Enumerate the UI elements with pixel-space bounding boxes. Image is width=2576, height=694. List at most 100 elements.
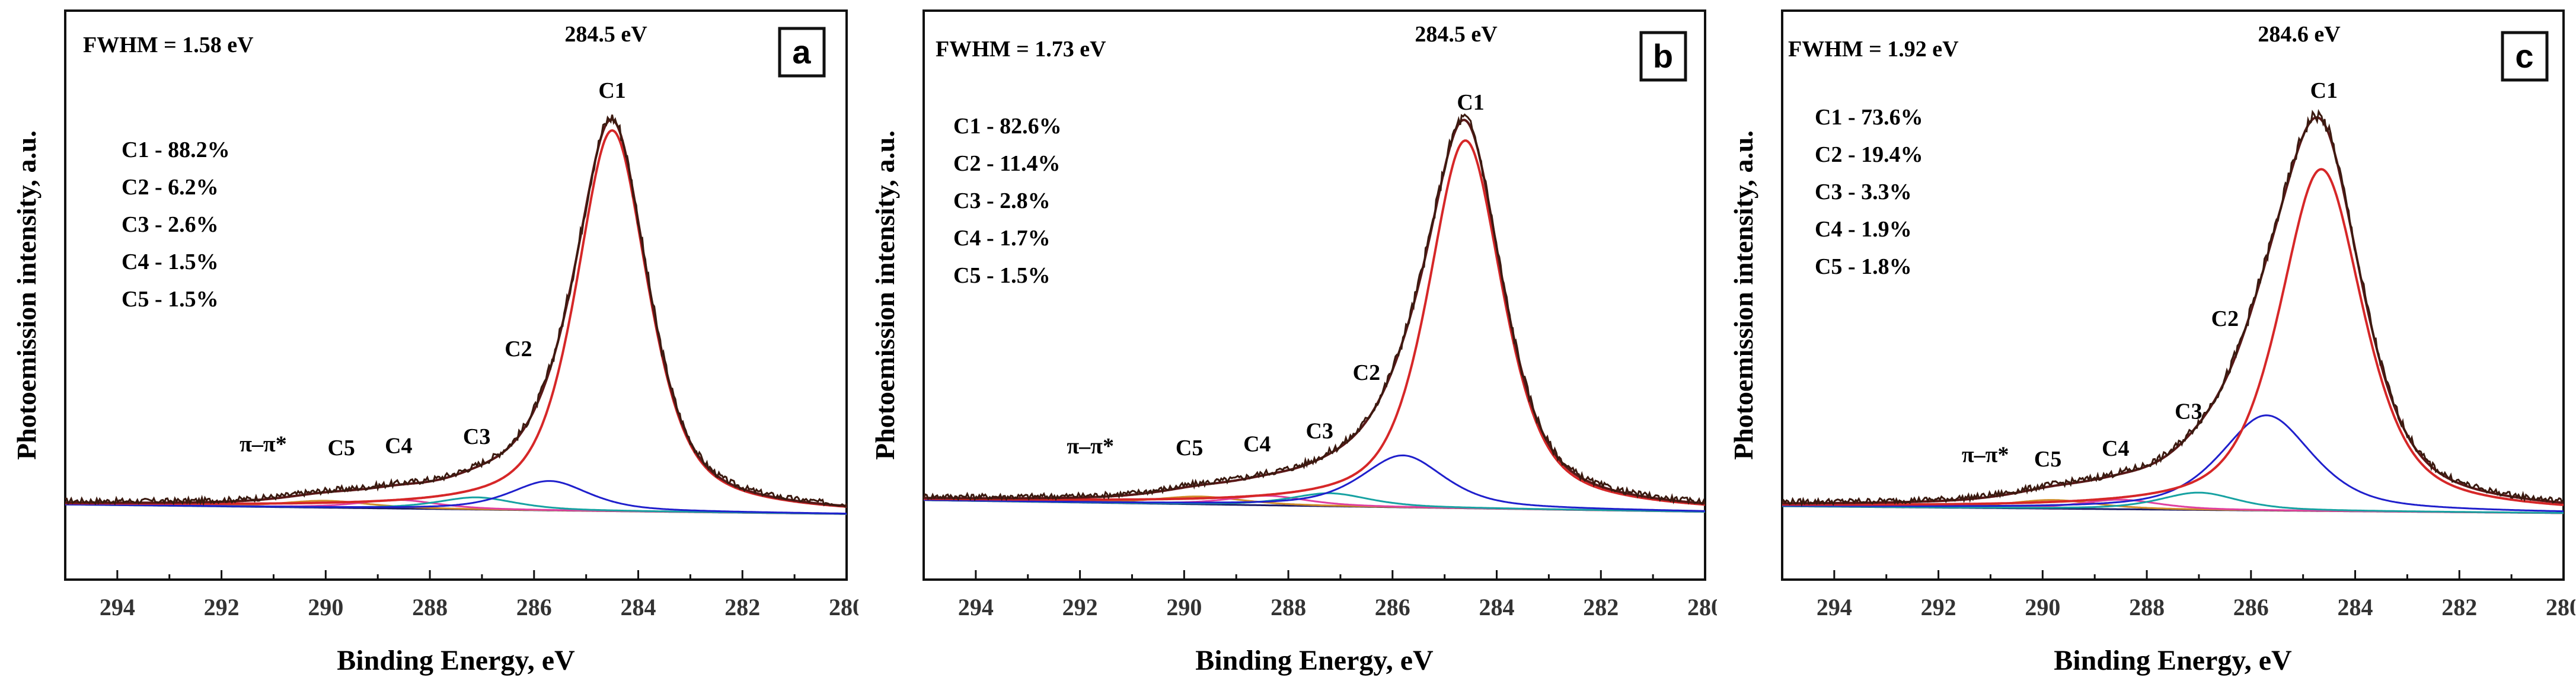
component-line-c2: [924, 454, 1706, 512]
x-tick-label: 284: [1479, 594, 1515, 621]
peak-labels: C1 C2 C3 C4 C5 π–π*: [1067, 90, 1484, 460]
peak-energy-label: 284.5 eV: [1415, 22, 1498, 47]
peak-energy-label: 284.5 eV: [564, 22, 647, 47]
component-curves: [1782, 168, 2564, 514]
composition-line: C1 - 73.6%: [1815, 105, 1923, 130]
peak-label-c1: C1: [1457, 90, 1484, 115]
peak-label-c2: C2: [505, 337, 532, 362]
fwhm-label: FWHM = 1.73 eV: [936, 37, 1106, 62]
peak-label-c2: C2: [1353, 360, 1380, 385]
chart-c-svg: 294 292 290 288 286 284 282 280 Binding …: [1728, 9, 2575, 676]
experimental-line: [922, 113, 1706, 506]
x-ticks: [975, 570, 1706, 580]
peak-labels: C1 C2 C3 C4 C5 π–π*: [1962, 78, 2338, 472]
peak-label-c5: C5: [1176, 436, 1203, 460]
plot-frame: [1781, 9, 2565, 581]
composition-line: C3 - 2.8%: [953, 188, 1051, 213]
peak-label-pi: π–π*: [1067, 434, 1114, 459]
x-tick-label: 292: [1062, 594, 1098, 621]
composition-line: C1 - 82.6%: [953, 114, 1062, 139]
experimental-line: [1781, 108, 2564, 507]
x-tick-label: 282: [1583, 594, 1619, 621]
component-line-c1: [924, 139, 1706, 506]
composition-line: C4 - 1.7%: [953, 226, 1051, 251]
peak-label-c2: C2: [2211, 306, 2239, 331]
x-ticks: [116, 570, 848, 580]
plot-frame: [64, 9, 848, 581]
chart-panel-b: 294 292 290 288 286 284 282 280 Binding …: [858, 0, 1717, 694]
panel-letter: a: [792, 33, 811, 71]
x-axis-title: Binding Energy, eV: [2054, 645, 2292, 676]
x-tick-label: 282: [724, 594, 760, 621]
composition-line: C2 - 19.4%: [1815, 142, 1923, 167]
x-tick-label: 280: [2546, 594, 2575, 621]
x-tick-label: 280: [829, 594, 858, 621]
x-tick-label: 288: [1271, 594, 1306, 621]
fit-envelope-line: [1782, 116, 2564, 505]
chart-panel-c: 294 292 290 288 286 284 282 280 Binding …: [1717, 0, 2575, 694]
peak-label-c3: C3: [1306, 419, 1333, 444]
x-tick-label: 284: [621, 594, 656, 621]
y-axis-title: Photoemission intensity, a.u.: [870, 130, 900, 460]
panel-letter: c: [2515, 37, 2533, 75]
component-line-c1: [1782, 168, 2564, 506]
x-tick-label: 292: [204, 594, 240, 621]
composition-line: C4 - 1.9%: [1815, 217, 1912, 242]
panel-letter-box: [1639, 31, 1687, 82]
composition-line: C3 - 2.6%: [122, 212, 219, 237]
x-tick-label: 286: [516, 594, 552, 621]
peak-label-c1: C1: [2310, 78, 2338, 103]
experimental-line: [65, 114, 848, 508]
panel-letter: b: [1653, 37, 1673, 75]
composition-line: C2 - 11.4%: [953, 151, 1061, 176]
component-line-c3: [1782, 491, 2564, 514]
composition-line: C1 - 88.2%: [122, 137, 230, 162]
x-tick-label: 290: [1166, 594, 1202, 621]
fwhm-label: FWHM = 1.58 eV: [83, 33, 254, 57]
composition-line: C2 - 6.2%: [122, 175, 219, 200]
x-tick-label: 286: [2233, 594, 2269, 621]
y-axis-title: Photoemission intensity, a.u.: [11, 130, 42, 460]
composition-line: C3 - 3.3%: [1815, 180, 1912, 204]
x-tick-label: 284: [2338, 594, 2373, 621]
composition-line: C4 - 1.5%: [122, 250, 219, 274]
peak-label-c3: C3: [2175, 399, 2202, 424]
x-tick-label: 294: [100, 594, 135, 621]
x-tick-label: 288: [2129, 594, 2165, 621]
peak-label-c4: C4: [385, 433, 412, 458]
peak-energy-label: 284.6 eV: [2258, 22, 2341, 47]
chart-b-svg: 294 292 290 288 286 284 282 280 Binding …: [870, 9, 1717, 676]
component-line-c2: [65, 480, 847, 515]
x-tick-label: 286: [1375, 594, 1410, 621]
composition-line: C5 - 1.5%: [953, 263, 1051, 288]
peak-label-c3: C3: [463, 424, 490, 449]
chart-panel-a: 294 292 290 288 286 284 282 280 Binding …: [0, 0, 858, 694]
composition-line: C5 - 1.8%: [1815, 254, 1912, 279]
x-tick-label: 290: [308, 594, 343, 621]
peak-label-pi: π–π*: [240, 431, 287, 456]
peak-label-c5: C5: [2034, 447, 2061, 472]
component-line-c2: [1782, 414, 2564, 513]
x-tick-label: 280: [1687, 594, 1717, 621]
peak-label-c4: C4: [1243, 431, 1271, 456]
chart-a-svg: 294 292 290 288 286 284 282 280 Binding …: [11, 9, 858, 676]
x-axis-title: Binding Energy, eV: [337, 645, 575, 676]
x-tick-label: 292: [1921, 594, 1956, 621]
composition-line: C5 - 1.5%: [122, 287, 219, 312]
fit-envelope-line: [924, 119, 1706, 505]
peak-label-pi: π–π*: [1962, 443, 2009, 468]
x-tick-label: 294: [958, 594, 994, 621]
component-curves: [923, 139, 1706, 513]
x-tick-label: 294: [1817, 594, 1852, 621]
peak-label-c1: C1: [598, 78, 625, 103]
panel-letter-box: [778, 27, 826, 78]
peak-labels: C1 C2 C3 C4 C5 π–π*: [240, 78, 626, 460]
x-ticks: [1833, 570, 2565, 580]
x-axis-title: Binding Energy, eV: [1195, 645, 1434, 676]
fwhm-label: FWHM = 1.92 eV: [1788, 37, 1959, 62]
panel-letter-box: [2501, 31, 2549, 82]
peak-label-c5: C5: [327, 436, 355, 460]
x-tick-label: 282: [2441, 594, 2477, 621]
y-axis-title: Photoemission intensity, a.u.: [1728, 130, 1758, 460]
x-tick-label: 288: [412, 594, 448, 621]
